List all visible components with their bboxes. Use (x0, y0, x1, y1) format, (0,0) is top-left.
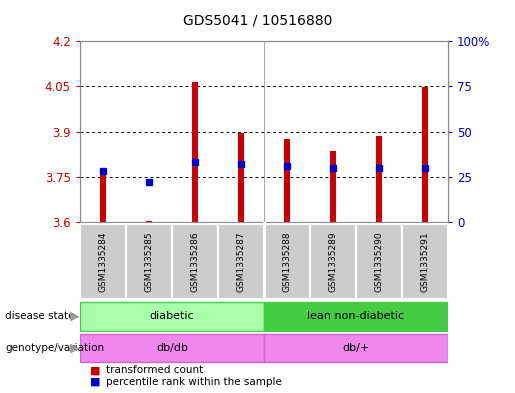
Text: transformed count: transformed count (106, 365, 203, 375)
Bar (376, 136, 382, 222)
Bar (192, 82, 198, 222)
Text: GSM1335286: GSM1335286 (191, 231, 199, 292)
Text: db/db: db/db (156, 343, 188, 353)
FancyBboxPatch shape (218, 224, 264, 299)
Bar (284, 139, 290, 222)
FancyBboxPatch shape (80, 334, 264, 362)
Text: diabetic: diabetic (149, 311, 194, 321)
FancyBboxPatch shape (264, 334, 448, 362)
Bar (422, 87, 428, 222)
Text: GSM1335285: GSM1335285 (144, 231, 153, 292)
FancyBboxPatch shape (80, 224, 126, 299)
Text: lean non-diabetic: lean non-diabetic (307, 311, 405, 321)
Text: ▶: ▶ (70, 341, 79, 354)
Text: db/+: db/+ (342, 343, 370, 353)
Text: GSM1335290: GSM1335290 (374, 231, 384, 292)
Text: disease state: disease state (5, 311, 75, 321)
FancyBboxPatch shape (126, 224, 172, 299)
Text: percentile rank within the sample: percentile rank within the sample (106, 377, 282, 387)
Text: GSM1335287: GSM1335287 (236, 231, 246, 292)
Text: GSM1335291: GSM1335291 (421, 231, 430, 292)
FancyBboxPatch shape (264, 302, 448, 331)
Bar (238, 133, 244, 222)
Text: GSM1335289: GSM1335289 (329, 231, 337, 292)
Text: ■: ■ (90, 365, 100, 375)
Bar (146, 220, 151, 222)
FancyBboxPatch shape (310, 224, 356, 299)
Text: ▶: ▶ (70, 310, 79, 323)
FancyBboxPatch shape (356, 224, 402, 299)
Text: ■: ■ (90, 377, 100, 387)
FancyBboxPatch shape (172, 224, 218, 299)
FancyBboxPatch shape (264, 224, 310, 299)
FancyBboxPatch shape (80, 302, 264, 331)
FancyBboxPatch shape (402, 224, 448, 299)
Text: GSM1335288: GSM1335288 (282, 231, 291, 292)
Text: genotype/variation: genotype/variation (5, 343, 104, 353)
Bar (330, 151, 336, 222)
Bar (100, 173, 106, 222)
Text: GSM1335284: GSM1335284 (98, 231, 107, 292)
Text: GDS5041 / 10516880: GDS5041 / 10516880 (183, 14, 332, 28)
